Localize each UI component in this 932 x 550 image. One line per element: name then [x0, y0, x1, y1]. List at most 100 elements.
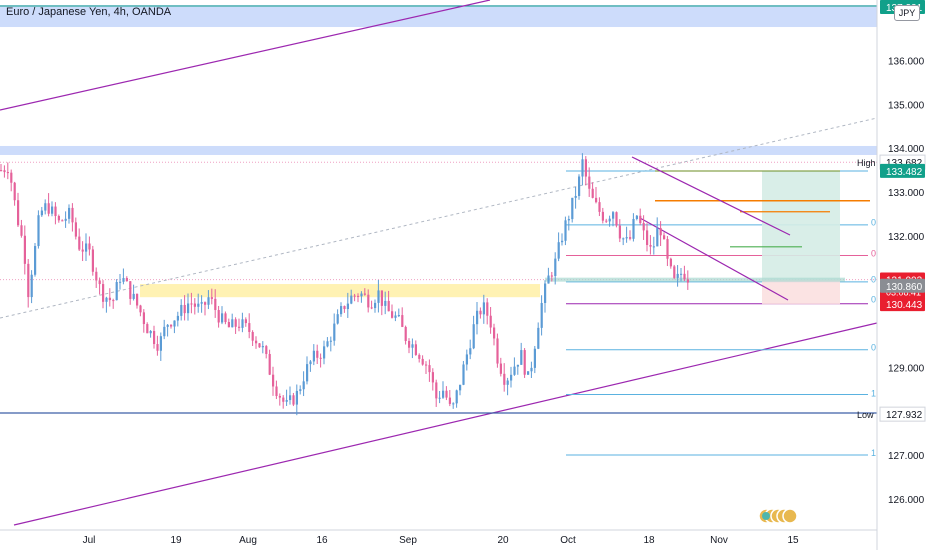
- candle-body: [95, 271, 98, 281]
- candle-body: [108, 297, 111, 301]
- candle-body: [285, 400, 288, 402]
- profit-zone: [762, 170, 840, 280]
- candle-body: [78, 236, 81, 250]
- candle-body: [217, 310, 220, 323]
- candle-body: [486, 302, 489, 316]
- candle-body: [445, 390, 448, 398]
- candle-body: [231, 319, 234, 328]
- candle-body: [146, 324, 149, 334]
- candle-body: [47, 203, 50, 214]
- candle-body: [625, 237, 628, 239]
- candle-body: [346, 303, 349, 310]
- candle-body: [431, 372, 434, 383]
- candle-body: [673, 266, 676, 278]
- candle-body: [646, 230, 649, 246]
- candle-body: [289, 395, 292, 401]
- candle-body: [510, 374, 513, 381]
- candle-body: [170, 324, 173, 327]
- candle-body: [136, 293, 139, 306]
- candle-body: [57, 216, 60, 221]
- candle-body: [360, 293, 363, 297]
- candle-body: [64, 218, 67, 221]
- candle-body: [139, 305, 142, 313]
- candle-body: [384, 300, 387, 306]
- candle-body: [255, 340, 258, 344]
- candle-body: [574, 195, 577, 198]
- candle-body: [618, 225, 621, 239]
- upper-trendline: [0, 0, 491, 111]
- candle-body: [666, 239, 669, 259]
- candle-body: [663, 235, 666, 240]
- candle-body: [404, 326, 407, 341]
- candle-body: [442, 390, 445, 398]
- candle-body: [557, 242, 560, 259]
- y-tick-label: 135.000: [888, 100, 925, 111]
- candle-body: [292, 395, 295, 405]
- candle-body: [98, 280, 101, 285]
- candle-body: [282, 397, 285, 402]
- candle-body: [207, 297, 210, 305]
- x-tick-label: Oct: [560, 535, 576, 546]
- candle-body: [564, 220, 567, 241]
- candle-body: [200, 302, 203, 304]
- candle-body: [227, 322, 230, 328]
- candle-body: [329, 340, 332, 342]
- x-tick-label: Nov: [710, 535, 728, 546]
- y-tick-label: 133.000: [888, 188, 925, 199]
- candle-body: [23, 235, 26, 264]
- candle-body: [244, 319, 247, 324]
- candle-body: [272, 374, 275, 387]
- candle-body: [408, 340, 411, 348]
- candle-body: [241, 319, 244, 328]
- candle-body: [125, 278, 128, 282]
- x-tick-label: Sep: [399, 535, 417, 546]
- candle-body: [180, 304, 183, 316]
- candle-body: [37, 215, 40, 247]
- candle-body: [353, 295, 356, 297]
- candle-body: [190, 303, 193, 305]
- candle-body: [258, 343, 261, 348]
- candle-body: [323, 346, 326, 359]
- price-tag-value: 133.482: [886, 167, 923, 178]
- candle-body: [472, 324, 475, 349]
- upper-band: [0, 145, 877, 155]
- candle-body: [469, 348, 472, 355]
- price-marker-value: 127.932: [886, 410, 923, 421]
- loss-zone: [762, 279, 840, 305]
- candle-body: [435, 382, 438, 399]
- y-tick-label: 127.000: [888, 451, 925, 462]
- candle-body: [357, 295, 360, 297]
- candle-body: [261, 346, 264, 348]
- candle-body: [20, 225, 23, 236]
- candle-body: [652, 246, 655, 248]
- candle-body: [513, 366, 516, 375]
- candle-body: [132, 293, 135, 299]
- candle-body: [336, 314, 339, 324]
- candle-body: [578, 176, 581, 196]
- stacked-circles-icon: [758, 508, 798, 524]
- fib-label: 0.: [871, 294, 879, 304]
- price-tag-value: 130.443: [886, 300, 923, 311]
- candle-body: [656, 228, 659, 247]
- x-tick-label: Aug: [239, 535, 257, 546]
- candle-body: [523, 350, 526, 375]
- candle-body: [561, 240, 564, 243]
- currency-button[interactable]: JPY: [894, 5, 920, 21]
- candle-body: [295, 390, 298, 405]
- candle-body: [340, 306, 343, 315]
- candle-body: [210, 297, 213, 299]
- candle-body: [635, 215, 638, 219]
- x-tick-label: 16: [316, 535, 328, 546]
- candle-body: [278, 395, 281, 398]
- candle-body: [584, 159, 587, 177]
- candle-body: [363, 293, 366, 295]
- candle-body: [61, 220, 64, 222]
- price-tag: [880, 278, 925, 293]
- chart-title: Euro / Japanese Yen, 4h, OANDA: [6, 6, 172, 18]
- y-tick-label: 134.000: [888, 144, 925, 155]
- candle-body: [537, 327, 540, 349]
- candle-body: [629, 237, 632, 239]
- candle-body: [455, 390, 458, 404]
